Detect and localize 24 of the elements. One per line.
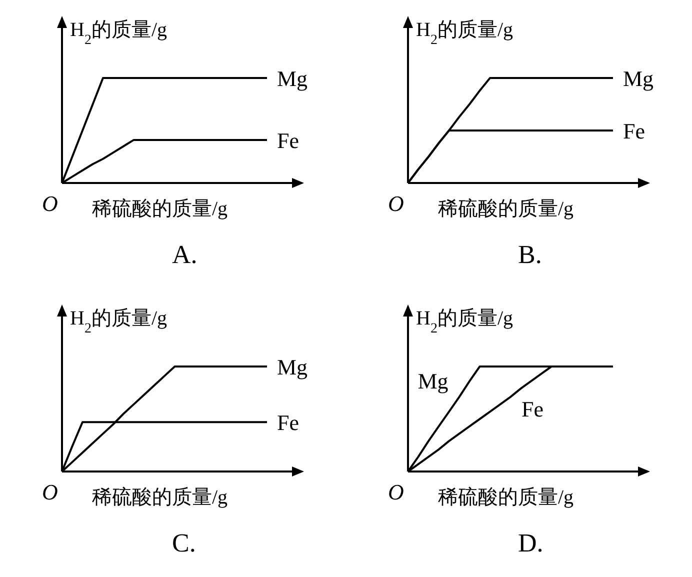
series-label: Fe [522,396,544,422]
x-axis-title: 稀硫酸的质量/g [92,198,228,220]
series-label: Mg [623,66,654,91]
series-label: Mg [277,66,308,91]
series-label: Fe [277,128,299,153]
text: O [388,480,404,504]
text: A. [172,240,198,269]
y-axis-title: H$_{2}$的质量/g [70,308,168,336]
y-axis-title: H$_{2}$的质量/g [70,19,168,48]
x-axis-title: 稀硫酸的质量/g [92,486,228,508]
x-axis-title: 稀硫酸的质量/g [438,198,574,220]
text: O [42,480,58,504]
text: D. [518,528,544,558]
text: O [388,191,404,216]
y-axis-title: H$_{2}$的质量/g [416,308,514,336]
series-label: Mg [418,368,448,394]
y-axis-title: H$_{2}$的质量/g [416,19,514,48]
series-label: Fe [277,410,299,436]
text: B. [518,240,542,269]
series-label: Mg [277,354,308,380]
text: O [42,191,58,216]
text: C. [172,528,196,558]
x-axis-title: 稀硫酸的质量/g [438,486,574,508]
series-label: Fe [623,118,645,144]
